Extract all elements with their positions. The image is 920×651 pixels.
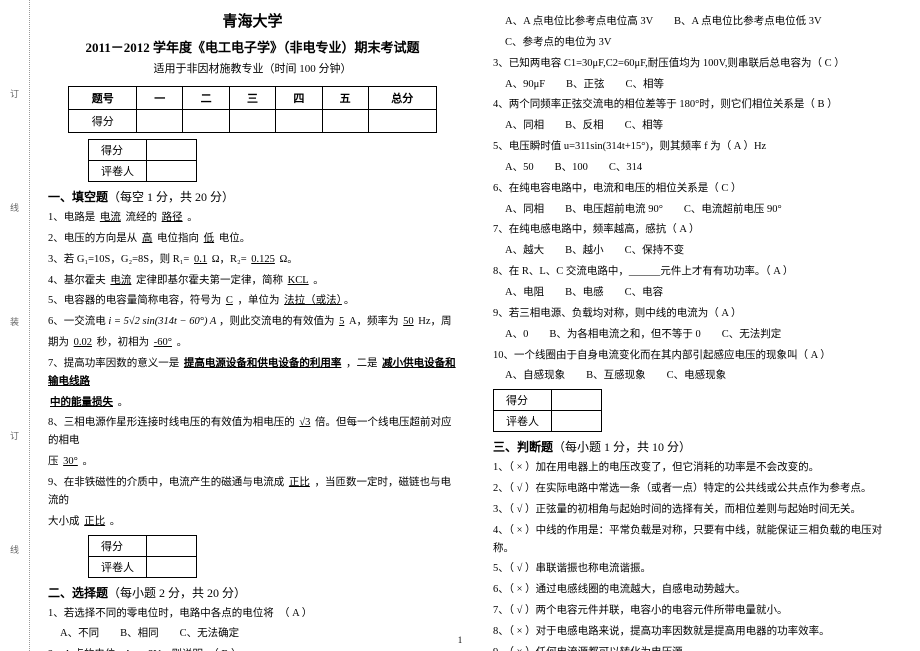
choice-q10: 10、一个线圈由于自身电流变化而在其内部引起感应电压的现象叫（ A ） xyxy=(493,347,902,365)
fill-q6b: 期为 0.02 秒，初相为 -60° 。 xyxy=(48,334,457,352)
choice-q6-opts: A、同相 B、电压超前电流 90° C、电流超前电压 90° xyxy=(505,201,902,219)
choice-q9-opts: A、0 B、为各相电流之和，但不等于 0 C、无法判定 xyxy=(505,326,902,344)
judge-item: 9、（ × ）任何电流源都可以转化为电压源。 xyxy=(493,644,902,651)
choice-q7-opts: A、越大 B、越小 C、保持不变 xyxy=(505,242,902,260)
fill-q1: 1、电路是 电流 流经的 路径 。 xyxy=(48,209,457,227)
grader-table: 得分 评卷人 xyxy=(88,535,197,578)
choice-q2-opts: A、A 点电位比参考点电位高 3V B、A 点电位比参考点电位低 3V xyxy=(505,13,902,31)
binding-label: 装 xyxy=(8,317,21,334)
fill-q6: 6、一交流电 i = 5√2 sin(314t − 60°) A ，则此交流电的… xyxy=(48,313,457,331)
mini-label: 评卷人 xyxy=(89,161,147,182)
choice-q8: 8、在 R、L、C 交流电路中，______元件上才有有功功率。（ A ） xyxy=(493,263,902,281)
choice-q1-opts: A、不同 B、相同 C、无法确定 xyxy=(60,625,457,643)
mini-label: 得分 xyxy=(89,140,147,161)
fill-q7: 7、提高功率因数的意义一是 提高电源设备和供电设备的利用率 ，二是 减小供电设备… xyxy=(48,355,457,391)
score-cell xyxy=(229,110,275,133)
judge-item: 5、（ √ ）串联谐振也称电流谐振。 xyxy=(493,560,902,578)
score-cell xyxy=(322,110,368,133)
judge-item: 8、（ × ）对于电感电路来说，提高功率因数就是提高用电器的功率效率。 xyxy=(493,623,902,641)
fill-q3: 3、若 G₁=10S，G₂=8S，则 R₁= 0.1 Ω，R₂= 0.125 Ω… xyxy=(48,251,457,269)
score-cell xyxy=(276,110,322,133)
mini-cell xyxy=(147,161,197,182)
fill-q9: 9、在非铁磁性的介质中，电流产生的磁通与电流成 正比 ，当匝数一定时，磁链也与电… xyxy=(48,474,457,510)
choice-q9: 9、若三相电源、负载均对称，则中线的电流为（ A ） xyxy=(493,305,902,323)
choice-q5-opts: A、50 B、100 C、314 xyxy=(505,159,902,177)
grader-table: 得分 评卷人 xyxy=(88,139,197,182)
score-header: 四 xyxy=(276,87,322,110)
score-header: 二 xyxy=(183,87,229,110)
mini-cell xyxy=(552,411,602,432)
section-3-heading: 三、判断题（每小题 1 分，共 10 分） xyxy=(493,438,902,455)
score-table: 题号 一 二 三 四 五 总分 得分 xyxy=(68,86,436,133)
binding-label: 订 xyxy=(8,431,21,448)
left-column: 青海大学 2011－2012 学年度《电工电子学》（非电专业）期末考试题 适用于… xyxy=(30,0,475,651)
judge-item: 1、（ × ）加在用电器上的电压改变了，但它消耗的功率是不会改变的。 xyxy=(493,459,902,477)
judge-item: 6、（ × ）通过电感线圈的电流越大，自感电动势越大。 xyxy=(493,581,902,599)
fill-q7b: 中的能量损失 。 xyxy=(48,394,457,412)
choice-q8-opts: A、电阻 B、电感 C、电容 xyxy=(505,284,902,302)
choice-q10-opts: A、自感现象 B、互感现象 C、电感现象 xyxy=(505,367,902,385)
exam-subtitle: 适用于非因材施教专业（时间 100 分钟） xyxy=(48,60,457,76)
fill-q5: 5、电容器的电容量简称电容，符号为 C ，单位为 法拉（或法）。 xyxy=(48,292,457,310)
fill-q9b: 大小成 正比 。 xyxy=(48,513,457,531)
fill-q2: 2、电压的方向是从 高 电位指向 低 电位。 xyxy=(48,230,457,248)
choice-q2: 2、A 点的电位 φA = −3V，则说明 （ B ） xyxy=(48,646,457,651)
right-column: A、A 点电位比参考点电位高 3V B、A 点电位比参考点电位低 3V C、参考… xyxy=(475,0,920,651)
mini-label: 得分 xyxy=(89,535,147,556)
choice-q1: 1、若选择不同的零电位时，电路中各点的电位将 （ A ） xyxy=(48,605,457,623)
section-2-heading: 二、选择题（每小题 2 分，共 20 分） xyxy=(48,584,457,601)
binding-label: 线 xyxy=(8,545,21,562)
section-1-heading: 一、填空题（每空 1 分，共 20 分） xyxy=(48,188,457,205)
choice-q4: 4、两个同频率正弦交流电的相位差等于 180°时，则它们相位关系是（ B ） xyxy=(493,96,902,114)
score-header: 题号 xyxy=(69,87,137,110)
mini-cell xyxy=(147,140,197,161)
binding-label: 线 xyxy=(8,203,21,220)
mini-cell xyxy=(147,535,197,556)
binding-margin: 订 线 装 订 线 xyxy=(0,0,30,651)
binding-label: 订 xyxy=(8,89,21,106)
grader-table: 得分 评卷人 xyxy=(493,389,602,432)
page-number: 1 xyxy=(458,635,463,645)
choice-q5: 5、电压瞬时值 u=311sin(314t+15°)，则其频率 f 为（ A ）… xyxy=(493,138,902,156)
mini-label: 得分 xyxy=(494,390,552,411)
university-name: 青海大学 xyxy=(48,10,457,31)
score-header: 总分 xyxy=(368,87,436,110)
score-cell xyxy=(137,110,183,133)
choice-q4-opts: A、同相 B、反相 C、相等 xyxy=(505,117,902,135)
score-header: 五 xyxy=(322,87,368,110)
judge-item: 3、（ √ ）正弦量的初相角与起始时间的选择有关，而相位差则与起始时间无关。 xyxy=(493,501,902,519)
choice-q6: 6、在纯电容电路中，电流和电压的相位关系是（ C ） xyxy=(493,180,902,198)
judge-item: 4、（ × ）中线的作用是：平常负载是对称，只要有中线，就能保证三相负载的电压对… xyxy=(493,522,902,558)
score-row-label: 得分 xyxy=(69,110,137,133)
mini-cell xyxy=(147,556,197,577)
mini-cell xyxy=(552,390,602,411)
judge-item: 2、（ √ ）在实际电路中常选一条（或者一点）特定的公共线或公共点作为参考点。 xyxy=(493,480,902,498)
score-cell xyxy=(183,110,229,133)
choice-q3-opts: A、90μF B、正弦 C、相等 xyxy=(505,76,902,94)
score-header: 三 xyxy=(229,87,275,110)
score-header: 一 xyxy=(137,87,183,110)
score-cell xyxy=(368,110,436,133)
fill-q8b: 压 30° 。 xyxy=(48,453,457,471)
judge-item: 7、（ √ ）两个电容元件并联，电容小的电容元件所带电量就小。 xyxy=(493,602,902,620)
choice-q2-optc: C、参考点的电位为 3V xyxy=(505,34,902,52)
fill-q4: 4、基尔霍夫 电流 定律即基尔霍夫第一定律，简称 KCL 。 xyxy=(48,272,457,290)
choice-q3: 3、已知两电容 C1=30μF,C2=60μF,耐压值均为 100V,则串联后总… xyxy=(493,55,902,73)
mini-label: 评卷人 xyxy=(494,411,552,432)
mini-label: 评卷人 xyxy=(89,556,147,577)
exam-title: 2011－2012 学年度《电工电子学》（非电专业）期末考试题 xyxy=(48,37,457,56)
fill-q8: 8、三相电源作星形连接时线电压的有效值为相电压的 √3 倍。但每一个线电压超前对… xyxy=(48,414,457,450)
choice-q7: 7、在纯电感电路中，频率越高，感抗（ A ） xyxy=(493,221,902,239)
